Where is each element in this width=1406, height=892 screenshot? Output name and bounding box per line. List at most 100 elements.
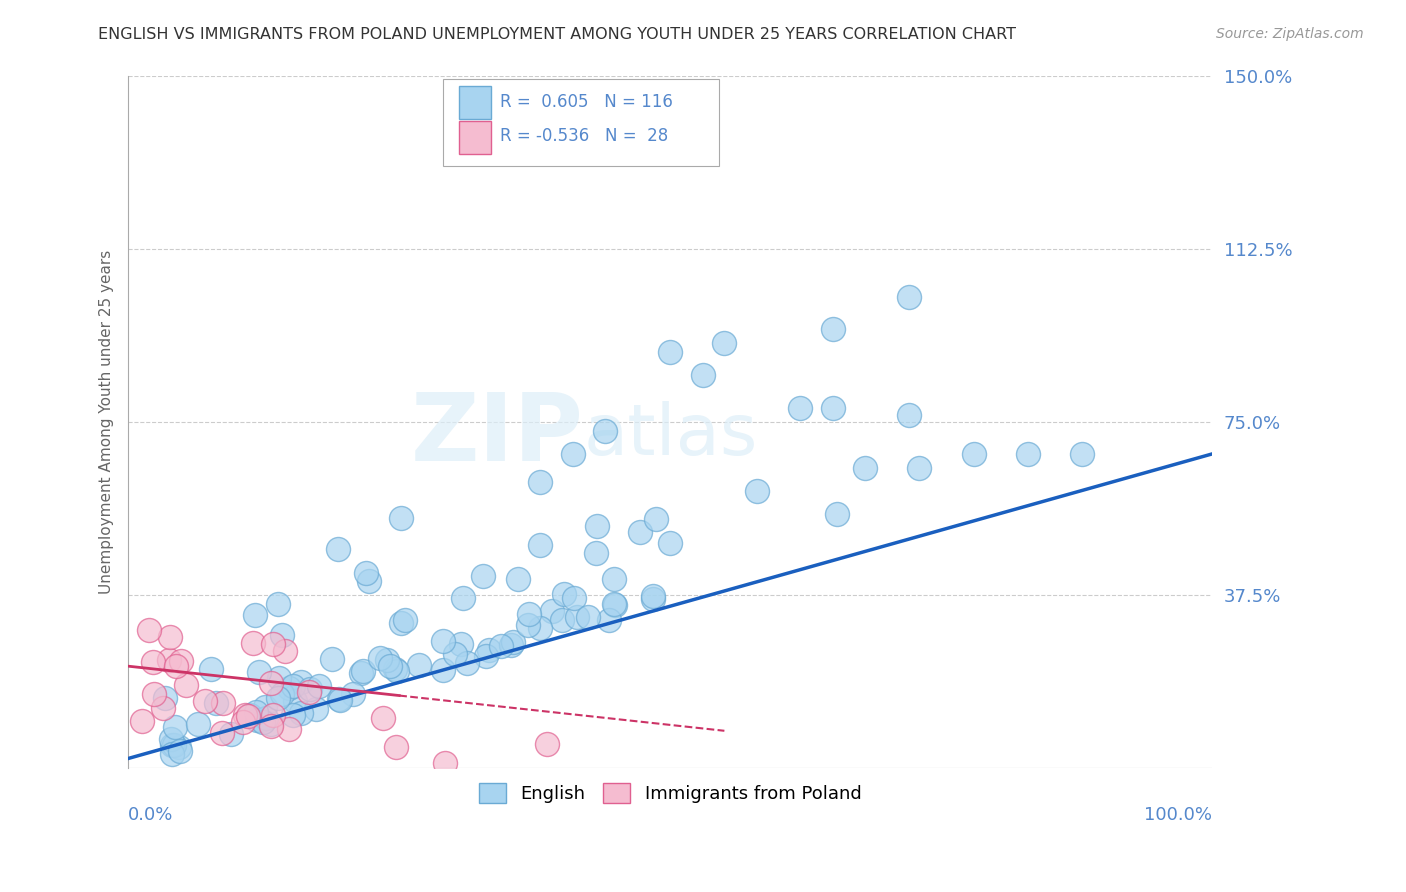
Point xyxy=(478,642,501,657)
Point xyxy=(160,732,183,747)
Text: R = -0.536   N =  28: R = -0.536 N = 28 xyxy=(501,128,668,145)
Point xyxy=(562,591,585,606)
Point xyxy=(328,692,350,706)
Point xyxy=(153,690,176,705)
Point xyxy=(821,401,844,415)
Point xyxy=(159,630,181,644)
Text: atlas: atlas xyxy=(583,401,758,470)
Point xyxy=(963,447,986,461)
Point xyxy=(278,681,301,696)
Point xyxy=(567,610,589,624)
Point xyxy=(551,614,574,628)
Point xyxy=(434,756,457,770)
Point xyxy=(659,535,682,549)
Point xyxy=(472,569,495,583)
Point xyxy=(529,538,551,552)
Point xyxy=(260,676,283,690)
Point xyxy=(529,475,551,489)
Point xyxy=(342,687,364,701)
Point xyxy=(517,607,540,621)
Point xyxy=(491,639,513,653)
Point xyxy=(131,714,153,728)
Point xyxy=(169,744,191,758)
Point xyxy=(576,609,599,624)
Point xyxy=(267,597,290,611)
Point xyxy=(290,675,312,690)
Point xyxy=(193,694,215,708)
Point xyxy=(630,525,652,540)
Point xyxy=(389,510,412,524)
Point xyxy=(908,460,931,475)
Point xyxy=(260,719,283,733)
Point xyxy=(254,711,277,725)
Point xyxy=(245,705,267,719)
Text: ENGLISH VS IMMIGRANTS FROM POLAND UNEMPLOYMENT AMONG YOUTH UNDER 25 YEARS CORREL: ENGLISH VS IMMIGRANTS FROM POLAND UNEMPL… xyxy=(98,27,1017,42)
Point xyxy=(1017,447,1039,461)
Point xyxy=(142,655,165,669)
Point xyxy=(152,700,174,714)
Point xyxy=(456,656,478,670)
Point xyxy=(354,566,377,581)
Point xyxy=(384,740,406,755)
Point xyxy=(506,572,529,586)
Point xyxy=(143,687,166,701)
FancyBboxPatch shape xyxy=(458,120,491,153)
Point xyxy=(267,690,290,705)
Point xyxy=(138,623,160,637)
Point xyxy=(603,599,626,613)
FancyBboxPatch shape xyxy=(443,79,718,166)
Point xyxy=(450,637,472,651)
Point xyxy=(603,572,626,586)
Point xyxy=(219,727,242,741)
Point xyxy=(593,424,616,438)
Point xyxy=(267,671,290,685)
Point xyxy=(260,717,283,731)
Point xyxy=(561,447,583,461)
Point xyxy=(389,615,412,630)
Point xyxy=(350,665,373,680)
Point xyxy=(585,546,607,560)
Point xyxy=(253,700,276,714)
Point xyxy=(853,460,876,475)
Point xyxy=(502,635,524,649)
Point xyxy=(898,409,921,423)
Point xyxy=(370,651,392,665)
Point xyxy=(284,693,307,707)
Point xyxy=(262,708,284,723)
Text: 0.0%: 0.0% xyxy=(128,805,173,824)
Point xyxy=(553,587,575,601)
Point xyxy=(789,401,811,415)
Point xyxy=(283,707,305,722)
Point xyxy=(243,607,266,622)
Point xyxy=(432,663,454,677)
Point xyxy=(536,738,558,752)
Point xyxy=(262,637,284,651)
FancyBboxPatch shape xyxy=(458,86,491,120)
Legend: English, Immigrants from Poland: English, Immigrants from Poland xyxy=(471,776,869,811)
Point xyxy=(283,679,305,693)
Point xyxy=(432,634,454,648)
Point xyxy=(713,336,735,351)
Point xyxy=(232,714,254,729)
Point xyxy=(163,739,186,753)
Point xyxy=(298,681,321,696)
Point xyxy=(170,654,193,668)
Point xyxy=(408,658,430,673)
Point xyxy=(200,662,222,676)
Point xyxy=(329,693,352,707)
Point xyxy=(586,519,609,533)
Point xyxy=(242,636,264,650)
Point xyxy=(645,511,668,525)
Point xyxy=(357,574,380,589)
Point xyxy=(821,322,844,336)
Point xyxy=(641,589,664,603)
Point xyxy=(517,617,540,632)
Point xyxy=(692,368,714,383)
Point xyxy=(598,614,620,628)
Point xyxy=(211,726,233,740)
Point xyxy=(825,507,848,521)
Point xyxy=(205,696,228,710)
Point xyxy=(745,483,768,498)
Point xyxy=(252,715,274,730)
Point xyxy=(375,652,398,666)
